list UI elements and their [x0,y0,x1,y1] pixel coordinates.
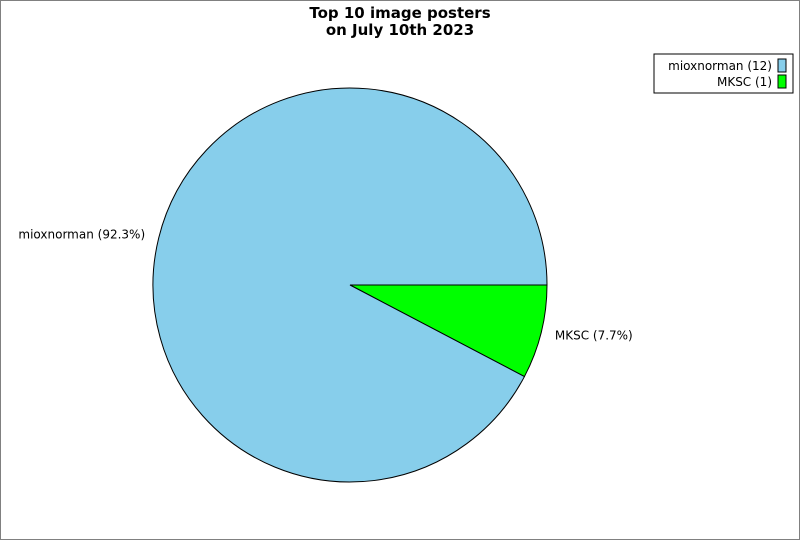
chart-title-line-2: on July 10th 2023 [326,21,474,39]
chart-title-line-1: Top 10 image posters [309,4,490,22]
legend-swatch-mioxnorman [777,58,787,73]
slice-label-mksc: MKSC (7.7%) [555,328,633,342]
legend-box [653,53,794,94]
slice-label-mioxnorman: mioxnorman (92.3%) [18,228,145,242]
legend-label-mioxnorman: mioxnorman (12) [668,59,772,73]
pie-slice-mksc [349,284,548,378]
legend-swatch-mksc [777,74,787,89]
legend-label-mksc: MKSC (1) [717,75,772,89]
pie-slice-mioxnorman [152,87,548,483]
